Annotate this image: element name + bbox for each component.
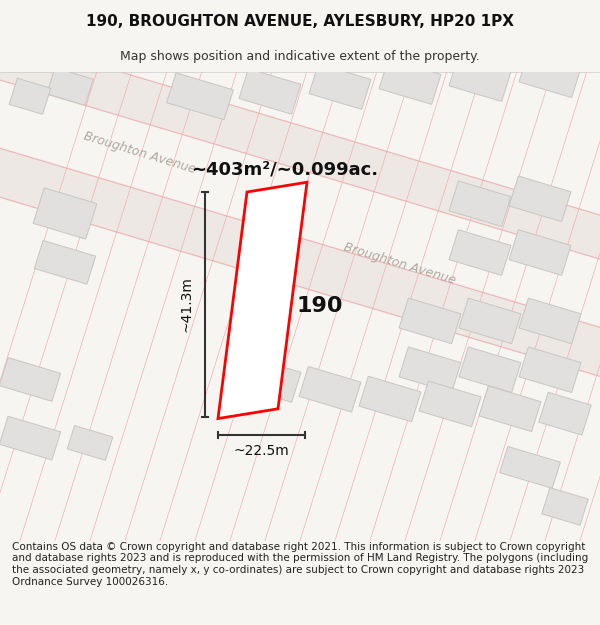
Polygon shape: [509, 176, 571, 222]
Polygon shape: [509, 230, 571, 276]
Polygon shape: [167, 72, 233, 120]
Text: 190: 190: [297, 296, 343, 316]
Text: Broughton Avenue: Broughton Avenue: [343, 241, 458, 288]
Polygon shape: [359, 376, 421, 422]
Polygon shape: [449, 230, 511, 276]
Polygon shape: [239, 357, 301, 402]
Polygon shape: [519, 347, 581, 392]
Polygon shape: [0, 416, 61, 460]
Polygon shape: [379, 59, 441, 104]
Text: ~41.3m: ~41.3m: [180, 276, 194, 332]
Polygon shape: [449, 181, 511, 226]
Polygon shape: [539, 392, 591, 435]
Polygon shape: [0, 125, 600, 400]
Text: ~22.5m: ~22.5m: [233, 444, 289, 458]
Polygon shape: [519, 298, 581, 344]
Polygon shape: [0, 12, 600, 282]
Polygon shape: [0, 357, 61, 401]
Polygon shape: [47, 68, 93, 105]
Polygon shape: [519, 52, 581, 98]
Text: ~403m²/~0.099ac.: ~403m²/~0.099ac.: [191, 161, 379, 179]
Polygon shape: [500, 446, 560, 488]
Polygon shape: [309, 64, 371, 109]
Polygon shape: [218, 182, 307, 419]
Polygon shape: [459, 347, 521, 392]
Polygon shape: [34, 241, 95, 284]
Polygon shape: [33, 188, 97, 239]
Polygon shape: [399, 347, 461, 392]
Polygon shape: [67, 426, 113, 461]
Polygon shape: [479, 386, 541, 432]
Polygon shape: [399, 298, 461, 344]
Text: Broughton Avenue: Broughton Avenue: [82, 129, 197, 176]
Polygon shape: [542, 488, 588, 525]
Polygon shape: [239, 69, 301, 114]
Polygon shape: [419, 381, 481, 427]
Polygon shape: [9, 78, 51, 114]
Polygon shape: [449, 56, 511, 101]
Text: Contains OS data © Crown copyright and database right 2021. This information is : Contains OS data © Crown copyright and d…: [12, 542, 588, 587]
Text: 190, BROUGHTON AVENUE, AYLESBURY, HP20 1PX: 190, BROUGHTON AVENUE, AYLESBURY, HP20 1…: [86, 14, 514, 29]
Polygon shape: [459, 298, 521, 344]
Text: Map shows position and indicative extent of the property.: Map shows position and indicative extent…: [120, 49, 480, 62]
Polygon shape: [299, 366, 361, 412]
